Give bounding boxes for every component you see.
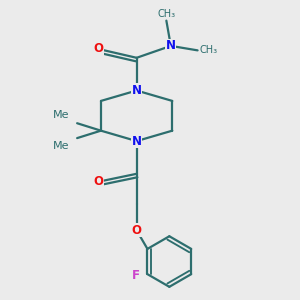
Text: O: O [132,224,142,237]
Text: O: O [93,175,103,188]
Text: N: N [132,84,142,97]
Text: CH₃: CH₃ [157,9,176,19]
Text: O: O [93,42,103,56]
Text: CH₃: CH₃ [199,45,217,56]
Text: Me: Me [53,141,70,151]
Text: N: N [166,39,176,52]
Text: Me: Me [53,110,70,120]
Text: N: N [132,135,142,148]
Text: F: F [132,269,140,282]
